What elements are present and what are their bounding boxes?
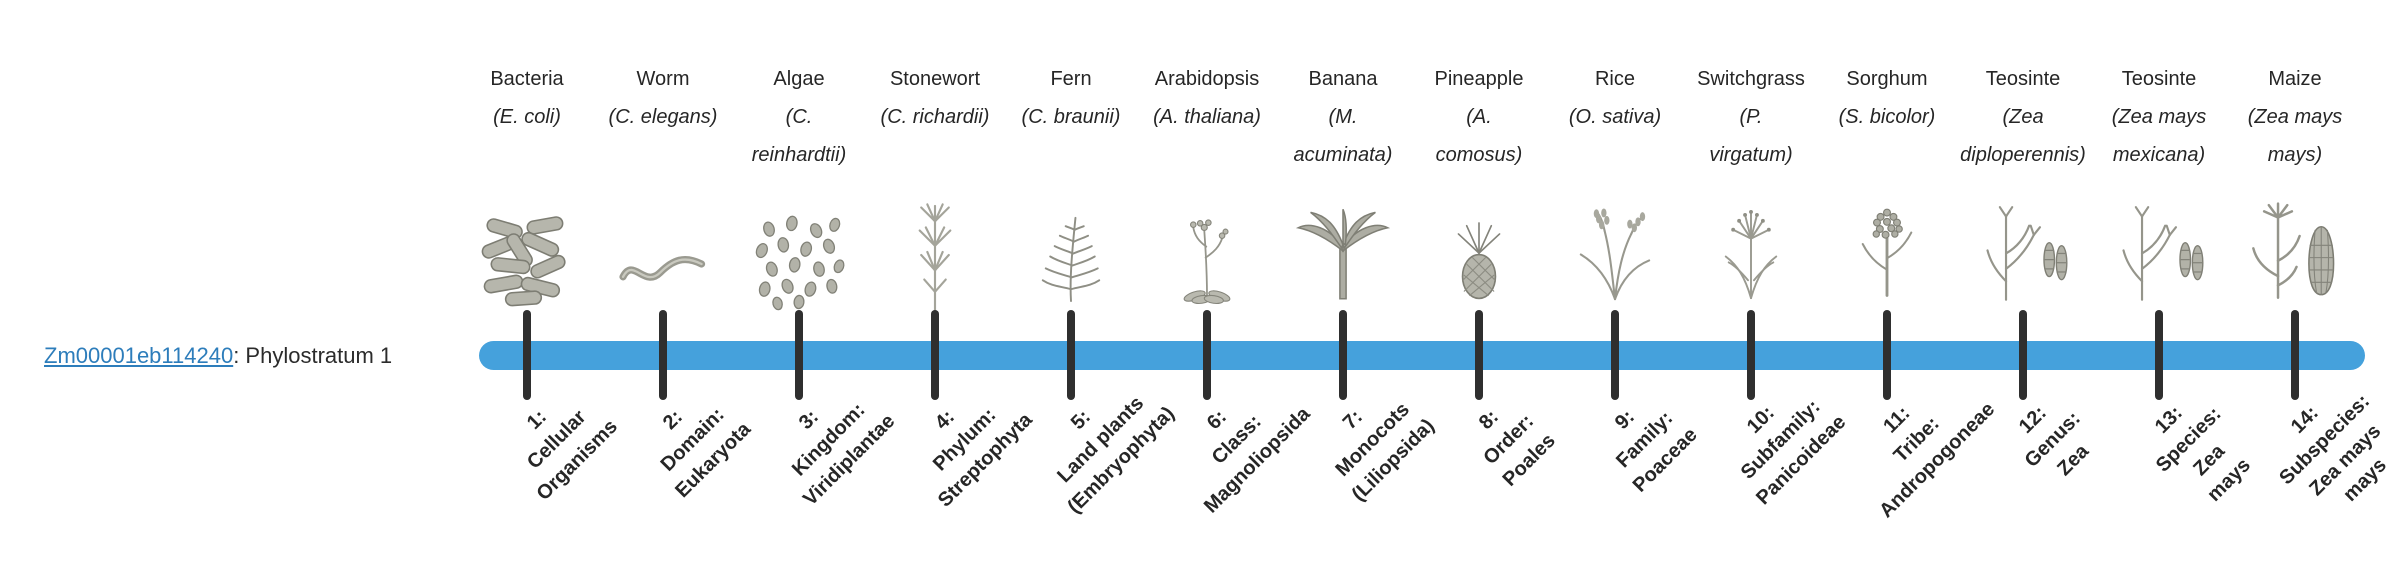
organism-common-name: Fern [1050,68,1092,90]
taxon-column: Stonewort (C. richardii) 4: Phylum: Stre… [867,0,1037,580]
organism-common-name: Bacteria [490,68,564,90]
organism-common-name: Maize [2268,68,2322,90]
taxon-column: Bacteria (E. coli) 1: Cellular Organisms [459,0,622,580]
organism-label: Teosinte (Zea diploperennis) [1939,60,2107,174]
organism-label: Switchgrass (P. virgatum) [1667,60,1835,174]
organism-scientific-name: (C. braunii) [1021,106,1121,128]
phylostratum-tick [2019,310,2027,400]
taxon-column: Arabidopsis (A. thaliana) 6: Class: Magn… [1139,0,1314,580]
organism-scientific-name: (A. comosus) [1435,106,1523,166]
organism-common-name: Rice [1594,68,1635,90]
gene-link[interactable]: Zm00001eb114240 [44,343,234,368]
organism-scientific-name: (C. richardii) [880,106,990,128]
gene-label-rest: : Phylostratum 1 [233,343,393,368]
organism-common-name: Arabidopsis [1154,68,1260,90]
gene-label: Zm00001eb114240: Phylostratum 1 [44,342,392,369]
maize-icon [2227,176,2363,314]
organism-scientific-name: (Zea mays mays) [2247,106,2343,166]
organism-common-name: Sorghum [1846,68,1928,90]
phylostratum-tick [2291,310,2299,400]
phylostratum-tick [1475,310,1483,400]
organism-label: Algae (C. reinhardtii) [715,60,883,174]
organism-scientific-name: (O. sativa) [1568,106,1662,128]
organism-common-name: Banana [1308,68,1378,90]
organism-common-name: Switchgrass [1697,68,1805,90]
organism-scientific-name: (P. virgatum) [1709,106,1793,166]
organism-label: Maize (Zea mays mays) [2211,60,2379,174]
taxon-column: Banana (M. acuminata) 7: Monocots (Lilio… [1275,0,1439,580]
sorghum-icon [1819,176,1955,314]
phylostratum-tick [795,310,803,400]
phylostratum-tick [2155,310,2163,400]
taxon-column: Teosinte (Zea diploperennis) 12: Genus: … [1955,0,2093,580]
organism-label: Pineapple (A. comosus) [1395,60,1563,174]
organism-common-name: Stonewort [889,68,981,90]
organism-common-name: Worm [636,68,690,90]
worm-icon [595,176,731,314]
phylostratum-tick [659,310,667,400]
phylostratum-tick [1067,310,1075,400]
phylostratum-bar [479,341,2365,370]
organism-scientific-name: (M. acuminata) [1293,106,1393,166]
organism-label: Fern (C. braunii) [987,60,1155,136]
organism-scientific-name: (Zea diploperennis) [1960,106,2086,166]
organism-label: Sorghum (S. bicolor) [1803,60,1971,136]
taxa-columns: Bacteria (E. coli) 1: Cellular Organisms… [459,0,2391,580]
algae-icon [731,176,867,314]
organism-scientific-name: (Zea mays mexicana) [2111,106,2207,166]
phylostratum-tick [931,310,939,400]
fern-icon [1003,176,1139,314]
phylostratum-tick [1203,310,1211,400]
teosinte-icon [2091,176,2227,314]
arabidopsis-icon [1139,176,1275,314]
taxon-column: Algae (C. reinhardtii) 3: Kingdom: Virid… [731,0,899,580]
phylostratum-rank-label: 14: Subspecies: Zea mays mays [2275,390,2391,506]
phylostratum-tick [1611,310,1619,400]
organism-label: Arabidopsis (A. thaliana) [1123,60,1291,136]
taxon-column: Teosinte (Zea mays mexicana) 13: Species… [2091,0,2255,580]
organism-label: Rice (O. sativa) [1531,60,1699,136]
taxon-column: Maize (Zea mays mays) 14: Subspecies: Ze… [2227,0,2391,580]
organism-scientific-name: (C. elegans) [608,106,718,128]
taxon-column: Switchgrass (P. virgatum) 10: Subfamily:… [1683,0,1850,580]
organism-label: Banana (M. acuminata) [1259,60,1427,174]
banana-icon [1275,176,1411,314]
organism-label: Teosinte (Zea mays mexicana) [2075,60,2243,174]
organism-scientific-name: (A. thaliana) [1153,106,1261,128]
organism-scientific-name: (E. coli) [493,106,561,128]
taxon-column: Worm (C. elegans) 2: Domain: Eukaryota [595,0,755,580]
organism-label: Bacteria (E. coli) [443,60,611,136]
organism-scientific-name: (C. reinhardtii) [751,106,847,166]
organism-label: Worm (C. elegans) [579,60,747,136]
stonewort-icon [867,176,1003,314]
teosinte-icon [1955,176,2091,314]
phylostratum-tick [1339,310,1347,400]
taxon-column: Sorghum (S. bicolor) 11: Tribe: Andropog… [1819,0,1999,580]
organism-common-name: Teosinte [2121,68,2197,90]
organism-common-name: Pineapple [1434,68,1524,90]
taxon-column: Rice (O. sativa) 9: Family: Poaceae [1547,0,1702,580]
phylostratum-tick [1747,310,1755,400]
organism-common-name: Algae [773,68,825,90]
phylostratum-tick [1883,310,1891,400]
pineapple-icon [1411,176,1547,314]
taxon-column: Pineapple (A. comosus) 8: Order: Poales [1411,0,1560,580]
organism-common-name: Teosinte [1985,68,2061,90]
switchgrass-icon [1683,176,1819,314]
bacteria-icon [459,176,595,314]
organism-label: Stonewort (C. richardii) [851,60,1019,136]
rice-icon [1547,176,1683,314]
taxon-column: Fern (C. braunii) 5: Land plants (Embryo… [1003,0,1179,580]
phylostratum-tick [523,310,531,400]
organism-scientific-name: (S. bicolor) [1838,106,1936,128]
